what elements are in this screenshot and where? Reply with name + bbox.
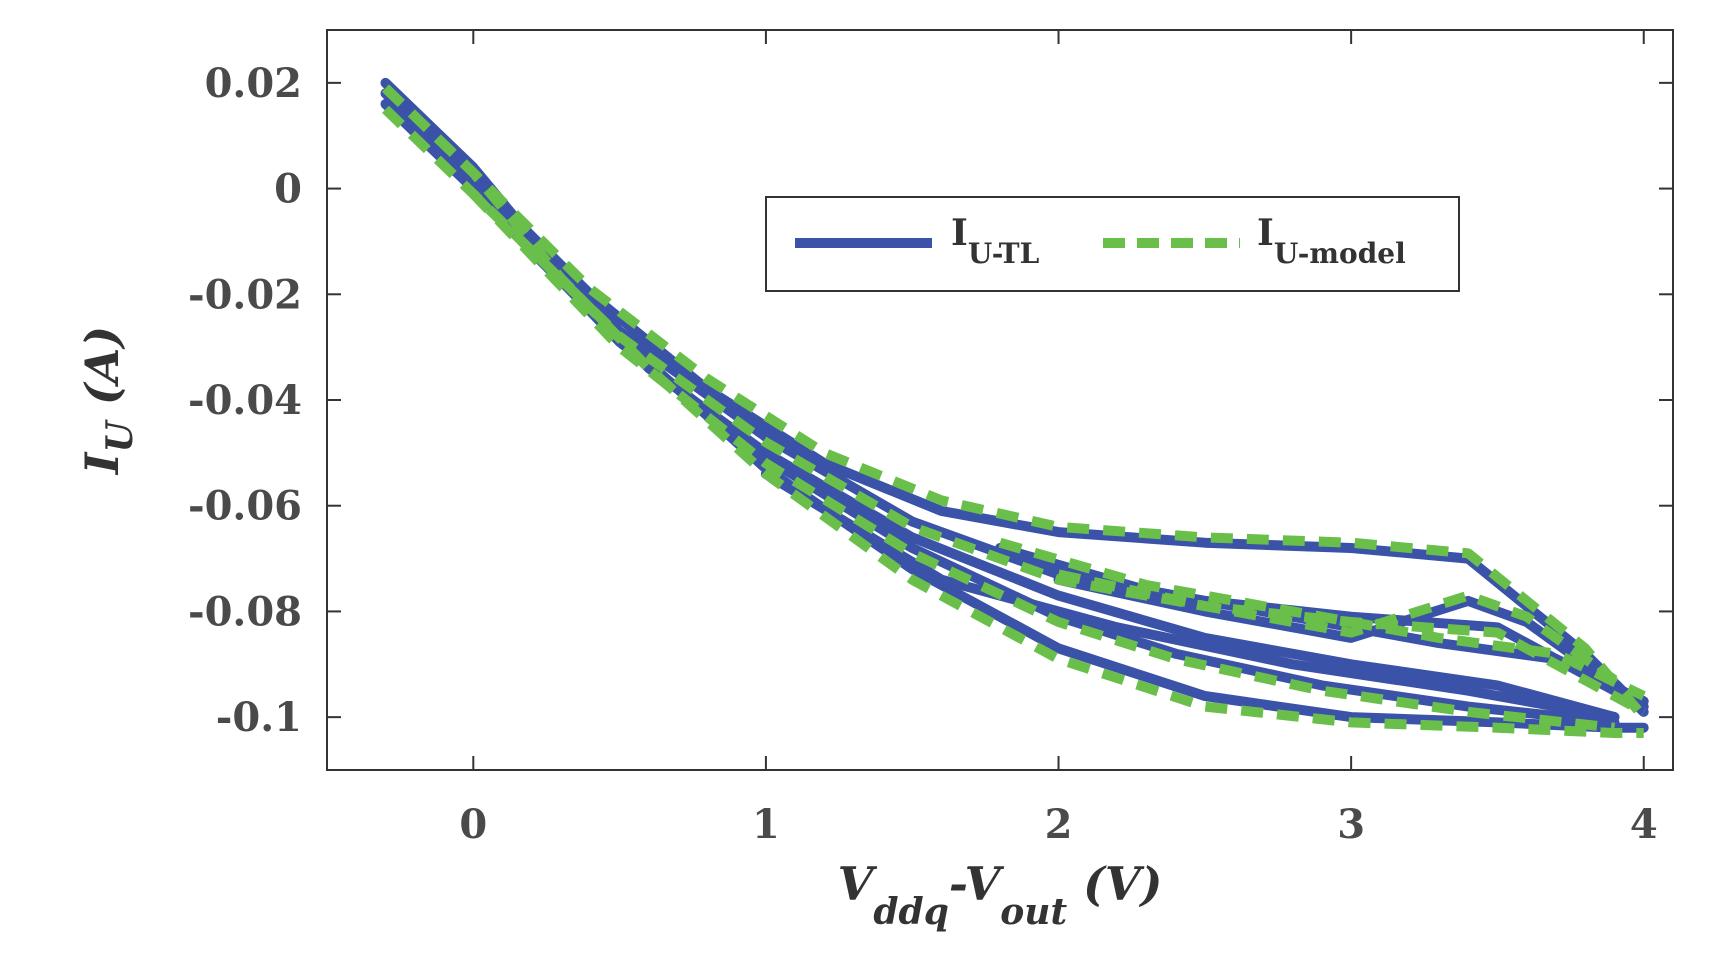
x-axis-ticks: 0 1 2 3 4 [459, 30, 1658, 848]
y-axis-ticks: 0.02 0 -0.02 -0.04 -0.06 -0.08 -0.1 [188, 60, 1673, 741]
y-tick-label: 0 [274, 166, 302, 213]
y-tick-label: -0.08 [188, 588, 302, 635]
x-axis-label: Vddq-Vout (V) [838, 857, 1163, 933]
legend: IU-TL IU-model [765, 196, 1460, 292]
series-line-1-5 [1057, 569, 1618, 685]
x-tick-label: 3 [1337, 801, 1365, 848]
series-line-0-2 [380, 99, 1649, 712]
series-line-1-2 [382, 105, 1647, 717]
y-tick-label: -0.06 [188, 483, 302, 530]
x-tick-label: 4 [1630, 801, 1658, 848]
x-tick-label: 0 [459, 801, 487, 848]
y-tick-label: -0.02 [188, 271, 302, 318]
series-line-1-0 [382, 84, 1644, 738]
y-tick-label: -0.04 [188, 377, 302, 424]
legend-label-iu-tl: IU-TL [951, 212, 1040, 270]
legend-label-iu-model: IU-model [1257, 212, 1406, 270]
series-line-1-3 [469, 190, 1616, 733]
series-line-1-1 [382, 84, 1648, 721]
series-line-1-4 [998, 537, 1646, 701]
series-line-0-5 [760, 469, 1620, 723]
series-iu-model [382, 84, 1648, 738]
x-tick-label: 1 [752, 801, 780, 848]
plot-area-frame [326, 29, 1674, 771]
y-axis-label: IU (A) [75, 326, 141, 476]
y-tick-label: 0.02 [205, 60, 302, 107]
series-layer [380, 77, 1649, 738]
x-tick-label: 2 [1045, 801, 1073, 848]
y-tick-label: -0.1 [216, 694, 302, 741]
